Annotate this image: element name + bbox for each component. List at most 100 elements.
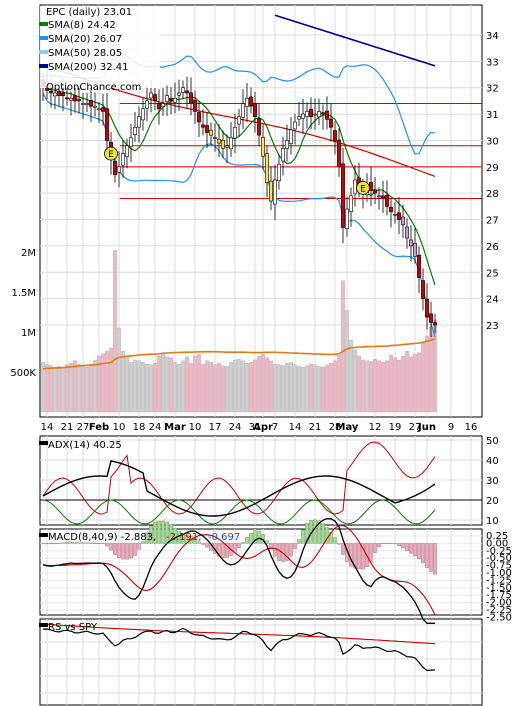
date-tick-label: 14 — [41, 422, 54, 433]
volume-bar — [249, 362, 253, 413]
macd-histogram-bar — [197, 541, 201, 544]
macd-histogram-bar — [141, 541, 145, 544]
macd-histogram-bar — [397, 543, 401, 547]
price-tick-label: 32 — [486, 84, 499, 95]
macd-tick-label: -0.25 — [486, 546, 512, 557]
macd-tick-label: -1.75 — [486, 590, 512, 601]
volume-bar — [409, 356, 413, 413]
date-tick-label: 12 — [369, 422, 382, 433]
volume-bar — [177, 363, 181, 413]
macd-histogram-bar — [225, 543, 229, 558]
earnings-marker-label: E — [360, 184, 366, 194]
candle-body — [189, 92, 193, 104]
adx-tick-label: 40 — [486, 456, 499, 467]
adx-line — [42, 460, 436, 517]
date-tick-label: Jun — [417, 422, 436, 433]
candle-body — [273, 179, 277, 205]
macd-histogram-bar — [305, 523, 309, 544]
price-tick-label: 29 — [486, 163, 499, 174]
candle-body — [249, 96, 253, 107]
candle-body — [369, 182, 373, 191]
candle-body — [105, 108, 109, 141]
volume-bar — [425, 335, 429, 413]
candle-body — [153, 94, 157, 102]
date-tick-label: May — [336, 422, 359, 433]
rs-layer — [42, 623, 436, 672]
macd-histogram-bar — [221, 543, 225, 558]
rs-label: RS vs SPY — [48, 622, 98, 633]
macd-histogram-bar — [241, 542, 245, 544]
date-tick-label: 21 — [61, 422, 74, 433]
volume-bar — [57, 366, 61, 413]
candle-body — [81, 103, 85, 105]
volume-bar — [105, 351, 109, 413]
macd-histogram-bar — [81, 542, 85, 544]
price-tick-label: 28 — [486, 189, 499, 200]
volume-bar — [261, 354, 265, 413]
volume-bar — [317, 366, 321, 413]
volume-bar — [325, 364, 329, 413]
candle-body — [257, 118, 261, 136]
macd-tick-label: -1.00 — [486, 568, 512, 579]
volume-bar — [373, 359, 377, 413]
volume-bar — [157, 355, 161, 413]
volume-bar — [233, 359, 237, 413]
sma200-line — [274, 14, 436, 67]
volume-bar — [89, 363, 93, 413]
macd-tick-label: -0.50 — [486, 553, 512, 564]
volume-bar — [217, 363, 221, 413]
volume-bar — [97, 355, 101, 413]
earnings-marker — [104, 146, 118, 161]
volume-bar — [421, 343, 425, 413]
date-tick-label: 24 — [149, 422, 162, 433]
volume-bar — [41, 362, 45, 413]
date-tick-label: Mar — [164, 422, 186, 433]
candle-body — [85, 103, 89, 105]
volume-bar — [173, 362, 177, 413]
date-tick-label: 7 — [272, 422, 278, 433]
candle-body — [329, 118, 333, 128]
macd-histogram-bar — [429, 543, 433, 572]
date-tick-label: 28 — [329, 422, 342, 433]
macd-histogram-bar — [289, 543, 293, 557]
candle-body — [73, 95, 77, 102]
macd-histogram-bar — [121, 543, 125, 560]
rs-legend-swatch — [39, 623, 48, 627]
macd-histogram-bar — [353, 543, 357, 569]
date-tick-label: 21 — [309, 422, 322, 433]
date-tick-label: 14 — [289, 422, 302, 433]
volume-bar — [237, 359, 241, 413]
candle-body — [233, 126, 237, 139]
candle-body — [217, 139, 221, 144]
macd-histogram-bar — [101, 543, 105, 545]
candle-body — [129, 137, 133, 147]
macd-histogram-bar — [237, 543, 241, 548]
macd-histogram-bar — [409, 543, 413, 554]
candle-body — [149, 92, 153, 99]
macd-histogram-bar — [405, 543, 409, 552]
macd-histogram-bar — [109, 543, 113, 551]
candle-body — [209, 129, 213, 136]
candle-body — [305, 111, 309, 117]
candle-body — [349, 195, 353, 213]
volume-bar — [185, 356, 189, 413]
volume-bar — [389, 355, 393, 413]
candle-body — [317, 111, 321, 118]
macd-histogram-bar — [425, 543, 429, 568]
candle-body — [117, 166, 121, 173]
volume-bar — [129, 362, 133, 413]
volume-bar — [141, 362, 145, 413]
legend-sma50: SMA(50) 28.05 — [48, 48, 122, 59]
macd-histogram-bar — [133, 543, 137, 556]
macd-histogram-bar — [61, 542, 65, 544]
volume-bar — [413, 354, 417, 413]
macd-histogram-bar — [53, 543, 57, 545]
candle-body — [429, 313, 433, 323]
volume-bar — [133, 359, 137, 413]
macd-histogram-bar — [249, 533, 253, 544]
legend-swatch-sma20 — [39, 36, 48, 40]
candle-body — [237, 116, 241, 125]
volume-bar — [309, 363, 313, 413]
candle-body — [173, 97, 177, 103]
volume-bar — [137, 360, 141, 413]
